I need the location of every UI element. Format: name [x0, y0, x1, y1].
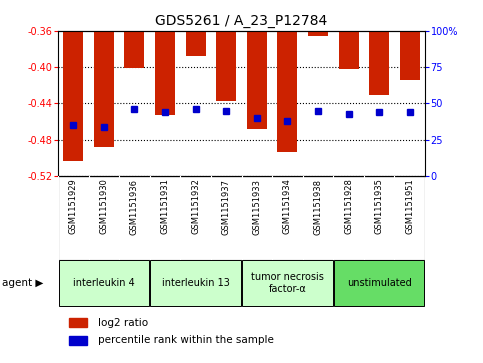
Bar: [277, 31, 298, 152]
Text: GSM1151928: GSM1151928: [344, 179, 353, 234]
Text: tumor necrosis
factor-α: tumor necrosis factor-α: [251, 272, 324, 294]
Bar: [247, 31, 267, 129]
Bar: [400, 31, 420, 80]
Bar: [185, 31, 206, 56]
FancyBboxPatch shape: [58, 261, 149, 306]
Bar: [216, 31, 236, 101]
Bar: [69, 318, 87, 327]
Text: agent ▶: agent ▶: [2, 278, 44, 288]
Title: GDS5261 / A_23_P12784: GDS5261 / A_23_P12784: [156, 15, 327, 28]
Bar: [69, 336, 87, 345]
Text: GSM1151938: GSM1151938: [313, 179, 323, 234]
Bar: [308, 31, 328, 36]
Text: log2 ratio: log2 ratio: [99, 318, 148, 328]
Text: GSM1151932: GSM1151932: [191, 179, 200, 234]
Text: GSM1151934: GSM1151934: [283, 179, 292, 234]
Text: GSM1151936: GSM1151936: [130, 179, 139, 234]
Text: GSM1151933: GSM1151933: [252, 179, 261, 234]
Bar: [94, 31, 114, 147]
Bar: [339, 31, 358, 69]
Text: interleukin 13: interleukin 13: [162, 278, 229, 288]
FancyBboxPatch shape: [242, 261, 333, 306]
Text: unstimulated: unstimulated: [347, 278, 412, 288]
Text: GSM1151937: GSM1151937: [222, 179, 231, 234]
Bar: [155, 31, 175, 115]
FancyBboxPatch shape: [334, 261, 425, 306]
Text: percentile rank within the sample: percentile rank within the sample: [99, 335, 274, 346]
Bar: [125, 31, 144, 68]
Text: GSM1151929: GSM1151929: [69, 179, 78, 234]
Bar: [63, 31, 83, 161]
Text: GSM1151935: GSM1151935: [375, 179, 384, 234]
Text: GSM1151930: GSM1151930: [99, 179, 108, 234]
Text: GSM1151951: GSM1151951: [405, 179, 414, 234]
Bar: [369, 31, 389, 95]
FancyBboxPatch shape: [150, 261, 241, 306]
Text: interleukin 4: interleukin 4: [73, 278, 135, 288]
Text: GSM1151931: GSM1151931: [160, 179, 170, 234]
